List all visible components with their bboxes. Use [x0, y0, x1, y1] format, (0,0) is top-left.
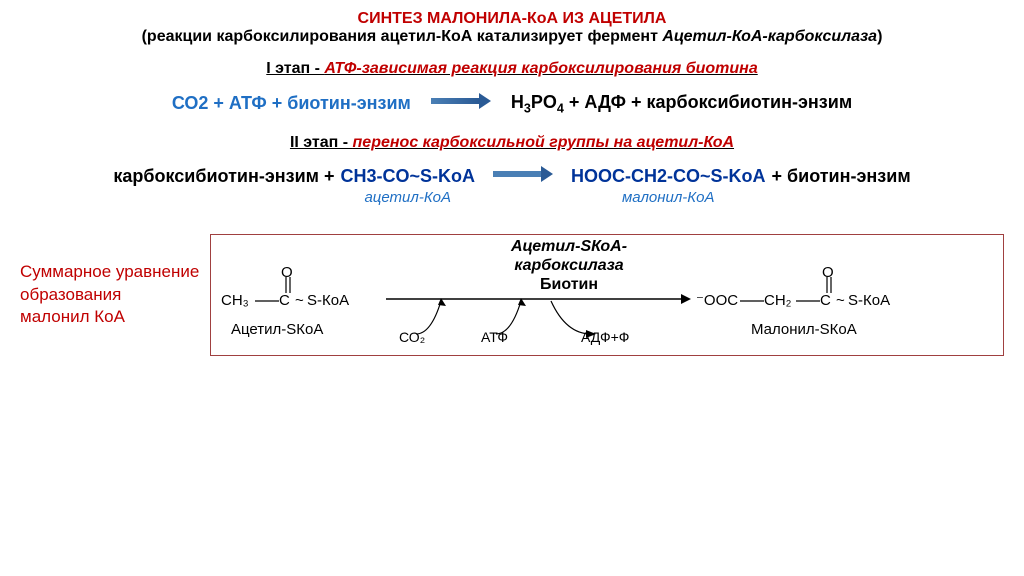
adp-label: АДФ+Ф: [581, 329, 629, 345]
subtitle-enzyme: Ацетил-КоА-карбоксилаза: [662, 28, 877, 45]
stage2-prefix: II этап -: [290, 134, 353, 151]
enzyme-label: Ацетил-SКоА- карбоксилаза Биотин: [511, 237, 627, 295]
reaction1: СО2 + АТФ + биотин-энзим H3PO4 + АДФ + к…: [20, 92, 1004, 116]
reaction2-right-formula: HOOC-CH2-CO~S-KoA: [571, 166, 766, 187]
malonyl-skoa-label: Малонил-SКоА: [751, 321, 857, 338]
reaction1-right: H3PO4 + АДФ + карбоксибиотин-энзим: [511, 92, 852, 116]
svg-text:⁻ООС: ⁻ООС: [696, 292, 738, 309]
reaction1-left: СО2 + АТФ + биотин-энзим: [172, 93, 411, 114]
reaction2: карбоксибиотин-энзим + CH3-CO~S-KoA ацет…: [20, 166, 1004, 206]
reaction2-left-sublabel: ацетил-КоА: [364, 189, 451, 206]
subtitle: (реакции карбоксилирования ацетил-КоА ка…: [20, 28, 1004, 46]
reaction2-right-black: + биотин-энзим: [772, 166, 911, 187]
stage2-label: II этап - перенос карбоксильной группы н…: [20, 134, 1004, 152]
main-reaction-arrow: [386, 289, 691, 344]
subtitle-left: (реакции карбоксилирования ацетил-КоА ка…: [142, 28, 663, 45]
svg-text:О: О: [281, 267, 293, 281]
atp-label: АТФ: [481, 329, 508, 345]
svg-text:S-КоА: S-КоА: [307, 292, 349, 309]
stage2-text: перенос карбоксильной группы на ацетил-К…: [353, 134, 735, 151]
arrow-icon: [493, 166, 553, 187]
reaction1-right-tail: + АДФ + карбоксибиотин-энзим: [564, 92, 852, 112]
subtitle-right: ): [877, 28, 882, 45]
reaction2-left-black: карбоксибиотин-энзим +: [113, 166, 334, 187]
stage1-text: АТФ-зависимая реакция карбоксилирования …: [324, 60, 757, 77]
reaction2-left-formula: CH3-CO~S-KoA: [340, 166, 475, 187]
svg-text:~: ~: [836, 292, 845, 309]
svg-text:С: С: [279, 292, 290, 309]
acetyl-skoa-structure: СН₃ С О ~ S-КоА: [221, 267, 381, 317]
reaction2-right-sublabel: малонил-КоА: [622, 189, 715, 206]
svg-text:С: С: [820, 292, 831, 309]
stage1-prefix: I этап -: [266, 60, 324, 77]
svg-text:СН₂: СН₂: [764, 292, 792, 309]
svg-text:~: ~: [295, 292, 304, 309]
arrow-icon: [431, 93, 491, 114]
svg-text:СН₃: СН₃: [221, 292, 249, 309]
co2-label: СО₂: [399, 329, 425, 345]
summary-label: Суммарное уравнение образования малонил …: [20, 261, 200, 327]
svg-text:О: О: [822, 267, 834, 281]
stage1-label: I этап - АТФ-зависимая реакция карбоксил…: [20, 60, 1004, 78]
reaction-diagram: Ацетил-SКоА- карбоксилаза Биотин СН₃ С О…: [210, 234, 1004, 356]
summary-row: Суммарное уравнение образования малонил …: [20, 234, 1004, 356]
svg-text:S-КоА: S-КоА: [848, 292, 890, 309]
malonyl-skoa-structure: ⁻ООС СН₂ С О ~ S-КоА: [696, 267, 976, 317]
main-title: СИНТЕЗ МАЛОНИЛА-КоА ИЗ АЦЕТИЛА: [358, 10, 667, 27]
acetyl-skoa-label: Ацетил-SКоА: [231, 321, 323, 338]
